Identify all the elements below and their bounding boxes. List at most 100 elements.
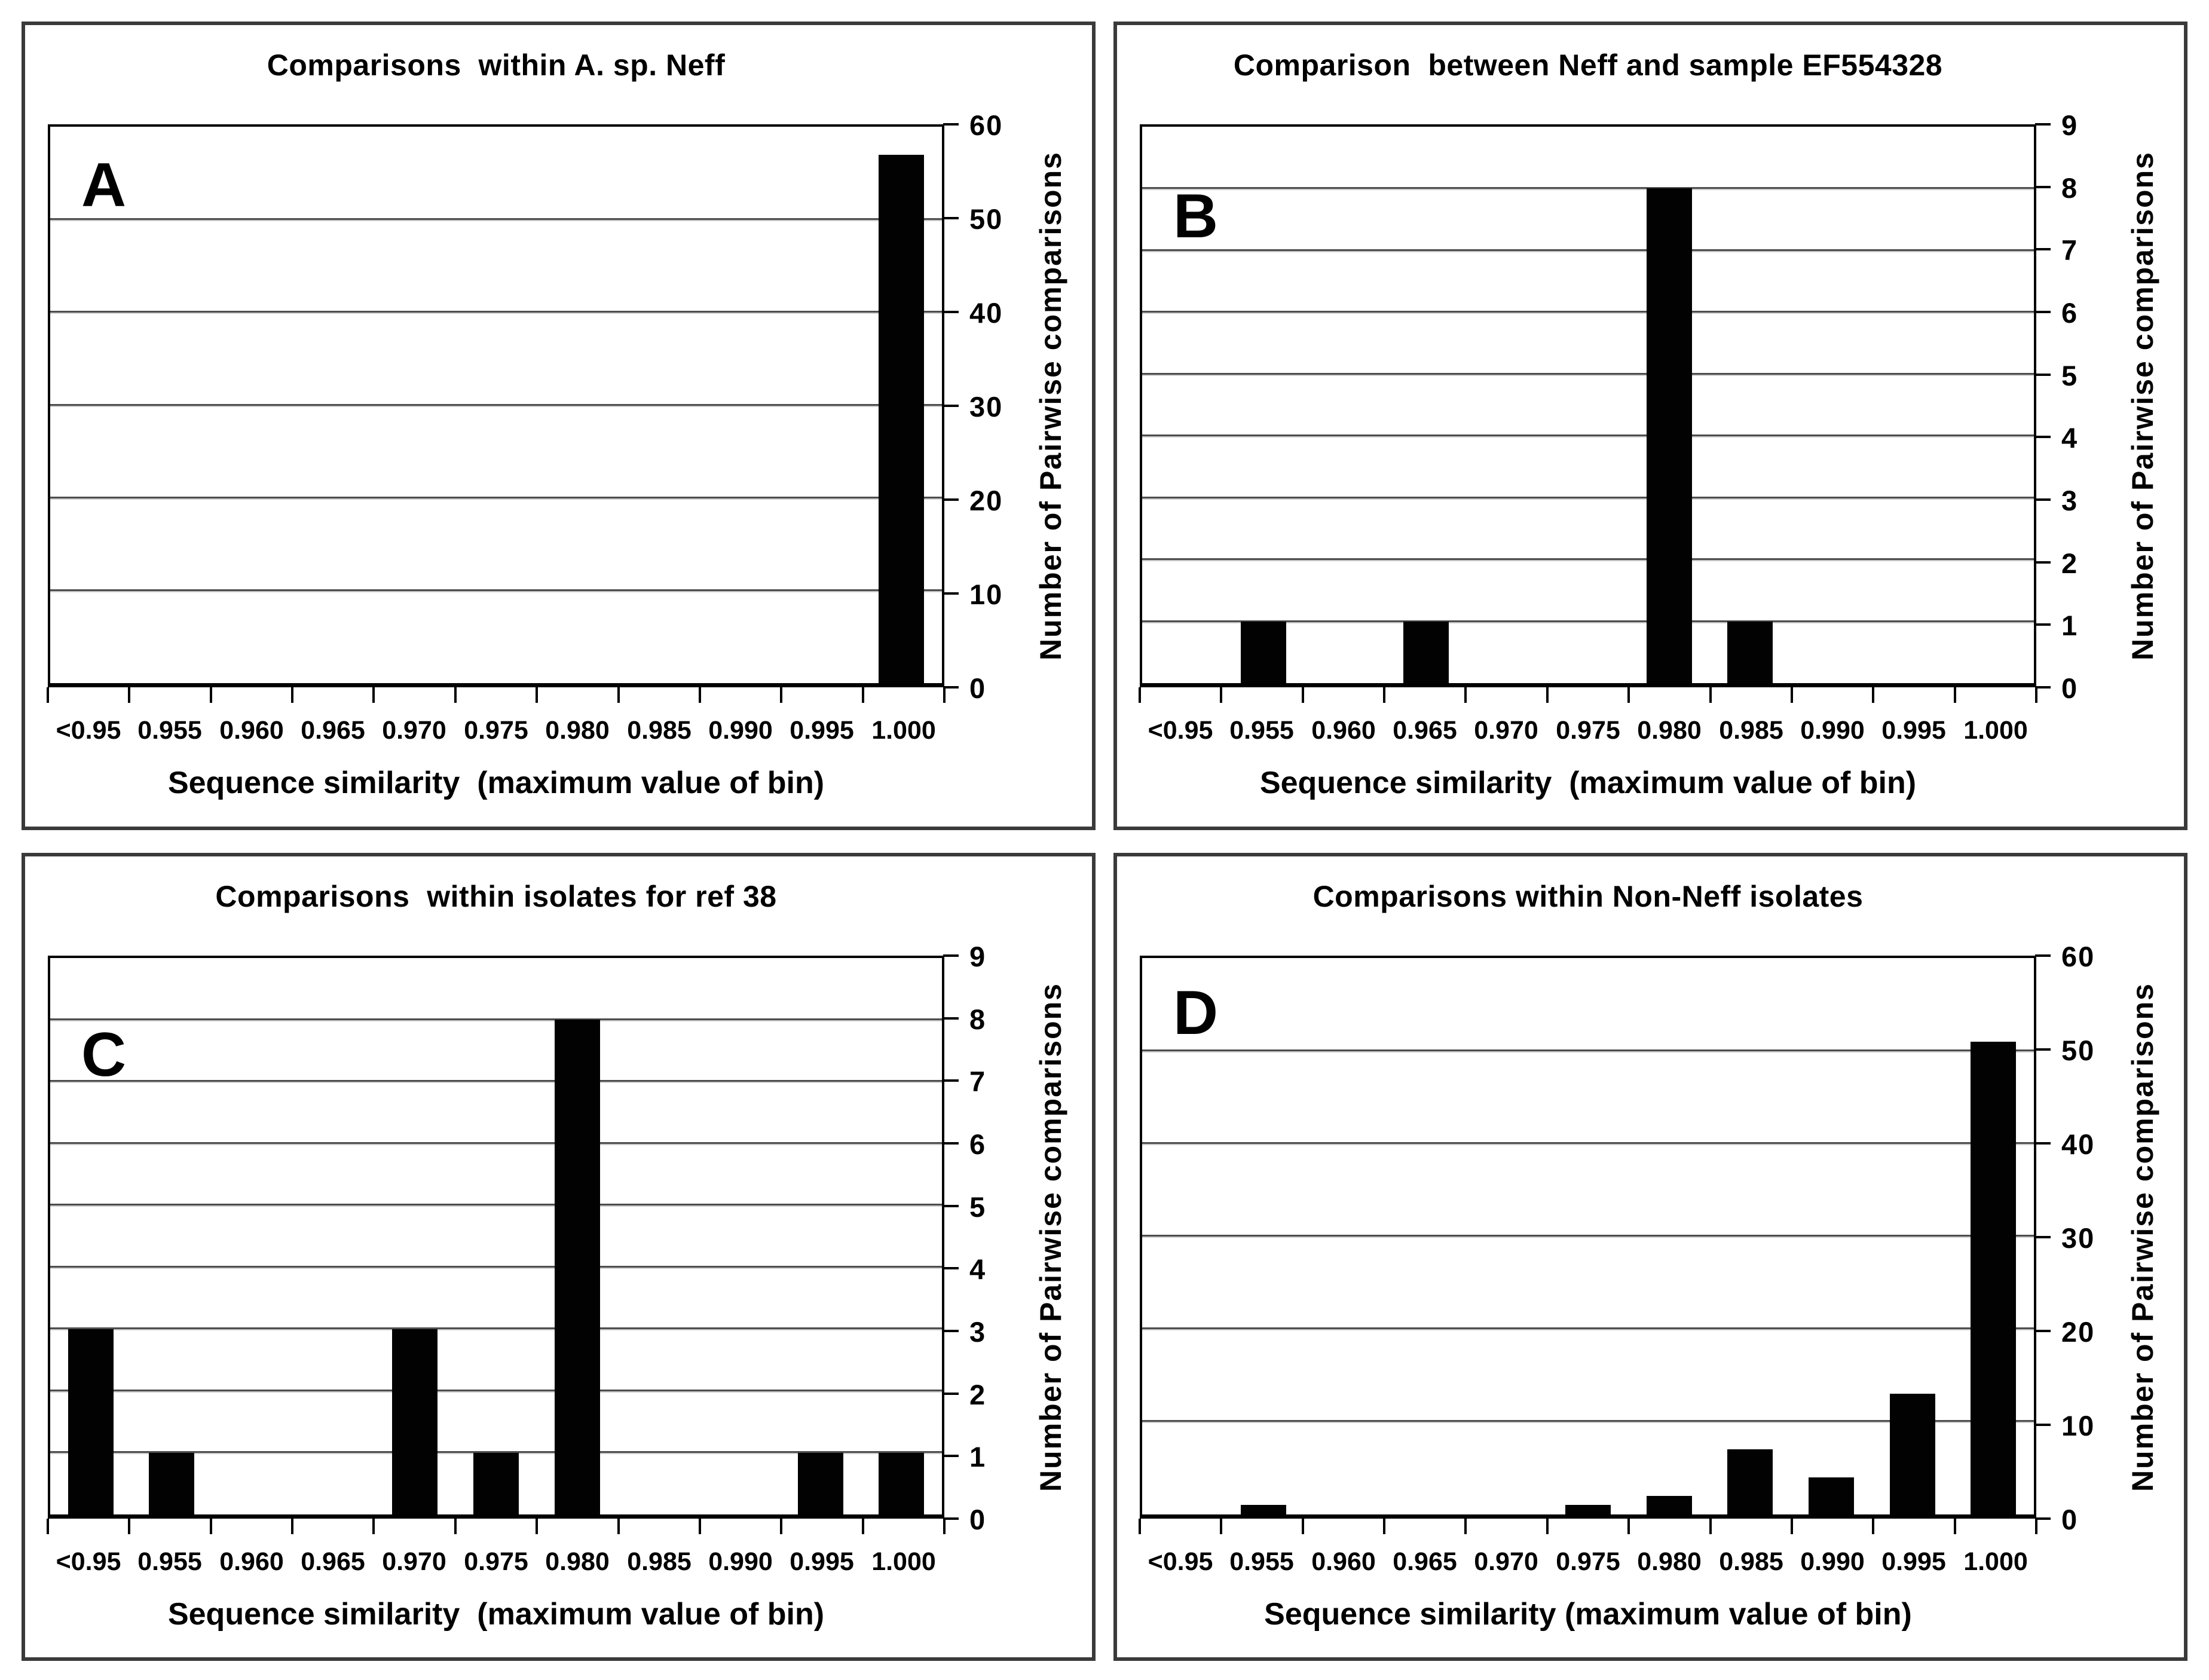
y-tick-label: 40: [2061, 1128, 2095, 1160]
y-tick-label: 3: [2061, 485, 2079, 516]
y-tick-label: 5: [2061, 360, 2079, 391]
x-tick-label: 0.990: [1800, 716, 1865, 745]
gridline: [50, 1142, 942, 1144]
gridline: [1142, 311, 2034, 313]
plot-area: C: [48, 955, 944, 1519]
x-tick-label: 0.980: [1637, 1547, 1702, 1576]
x-tick-mark: [1464, 687, 1467, 703]
y-tick-mark: [943, 217, 959, 219]
x-tick-mark: [536, 1518, 538, 1534]
x-tick-mark: [699, 1518, 701, 1534]
y-tick-label: 8: [969, 1003, 987, 1035]
x-axis-title: Sequence similarity (maximum value of bi…: [167, 766, 825, 800]
x-tick-mark: [454, 687, 457, 703]
x-tick-mark: [2035, 687, 2037, 703]
gridline: [50, 589, 942, 591]
bar-0.980: [1647, 188, 1692, 683]
x-tick-mark: [1139, 1518, 1141, 1534]
y-tick-mark: [943, 405, 959, 407]
y-tick-mark: [2035, 954, 2051, 957]
panel-d: Comparisons within Non-Neff isolates D 0 10…: [1113, 852, 2187, 1661]
y-axis-title: Number of Pairwise comparisons: [1034, 151, 1067, 660]
panel-letter: A: [81, 151, 127, 220]
gridline: [1142, 1049, 2034, 1051]
x-tick-label: 0.960: [219, 1547, 284, 1576]
bar-0.995: [798, 1452, 843, 1514]
y-tick-label: 30: [2061, 1222, 2095, 1254]
x-tick-mark: [780, 687, 782, 703]
gridline: [50, 1018, 942, 1020]
x-tick-label: <0.95: [56, 716, 121, 745]
y-axis-title: Number of Pairwise comparisons: [1034, 982, 1067, 1492]
x-tick-label: 0.975: [1556, 716, 1620, 745]
y-tick-mark: [943, 1017, 959, 1020]
x-axis-title: Sequence similarity (maximum value of bi…: [1264, 1596, 1912, 1632]
gridline: [1142, 1327, 2034, 1330]
y-tick-label: 7: [2061, 234, 2079, 266]
x-tick-mark: [943, 687, 946, 703]
y-tick-label: 60: [969, 109, 1003, 141]
chart-title: Comparisons within A. sp. Neff: [267, 48, 726, 82]
x-tick-label: 0.955: [1229, 1547, 1294, 1576]
y-tick-mark: [2035, 1048, 2051, 1051]
y-tick-label: 50: [2061, 1034, 2095, 1066]
bar-0.980: [555, 1019, 600, 1514]
y-tick-mark: [2035, 374, 2051, 376]
y-tick-mark: [943, 1204, 959, 1207]
panel-letter: C: [81, 1020, 127, 1090]
y-tick-label: 60: [2061, 940, 2095, 972]
plot-area: D: [1140, 955, 2036, 1519]
x-axis-title: Sequence similarity (maximum value of bi…: [1259, 766, 1917, 800]
x-tick-label: 0.980: [1637, 716, 1702, 745]
x-tick-mark: [1220, 687, 1222, 703]
x-axis-title: Sequence similarity (maximum value of bi…: [167, 1596, 825, 1632]
bar-<0.95: [68, 1329, 114, 1514]
gridline: [1142, 496, 2034, 498]
gridline: [50, 1389, 942, 1391]
gridline: [50, 1327, 942, 1330]
gridline: [1142, 187, 2034, 189]
y-tick-label: 6: [2061, 297, 2079, 329]
bar-0.990: [1809, 1477, 1854, 1514]
x-tick-mark: [1872, 687, 1874, 703]
y-tick-mark: [943, 311, 959, 313]
x-tick-mark: [862, 687, 864, 703]
x-tick-mark: [943, 1518, 946, 1534]
bar-0.955: [1241, 622, 1286, 683]
x-tick-label: 0.990: [708, 716, 773, 745]
gridline: [50, 1080, 942, 1082]
x-tick-label: 0.980: [545, 716, 610, 745]
x-tick-label: 0.995: [1881, 1547, 1946, 1576]
y-tick-mark: [2035, 436, 2051, 438]
bar-0.955: [149, 1452, 194, 1514]
y-tick-mark: [2035, 1142, 2051, 1145]
y-tick-label: 10: [2061, 1409, 2095, 1442]
gridline: [1142, 434, 2034, 437]
x-tick-label: <0.95: [1148, 716, 1213, 745]
x-tick-mark: [1383, 1518, 1385, 1534]
gridline: [1142, 1420, 2034, 1422]
x-tick-mark: [1627, 687, 1630, 703]
plot-area: A: [48, 124, 944, 687]
x-tick-mark: [291, 687, 293, 703]
y-tick-mark: [943, 1329, 959, 1332]
x-tick-label: 1.000: [871, 1547, 936, 1576]
x-tick-label: 0.985: [1719, 1547, 1783, 1576]
bar-0.995: [1890, 1393, 1935, 1514]
gridline: [50, 496, 942, 498]
x-tick-label: 0.960: [219, 716, 284, 745]
x-tick-mark: [1791, 687, 1793, 703]
x-tick-mark: [372, 1518, 375, 1534]
x-tick-label: 0.985: [1719, 716, 1783, 745]
panel-b: Comparison between Neff and sample EF554…: [1113, 22, 2187, 830]
x-tick-label: <0.95: [56, 1547, 121, 1576]
x-tick-label: 0.995: [790, 1547, 854, 1576]
x-tick-label: 0.965: [301, 1547, 365, 1576]
bar-0.965: [1403, 622, 1449, 683]
x-tick-mark: [1627, 1518, 1630, 1534]
x-tick-label: 0.995: [1881, 716, 1946, 745]
x-tick-label: 0.970: [1474, 716, 1538, 745]
x-tick-mark: [536, 687, 538, 703]
gridline: [50, 403, 942, 406]
bar-0.970: [392, 1329, 437, 1514]
